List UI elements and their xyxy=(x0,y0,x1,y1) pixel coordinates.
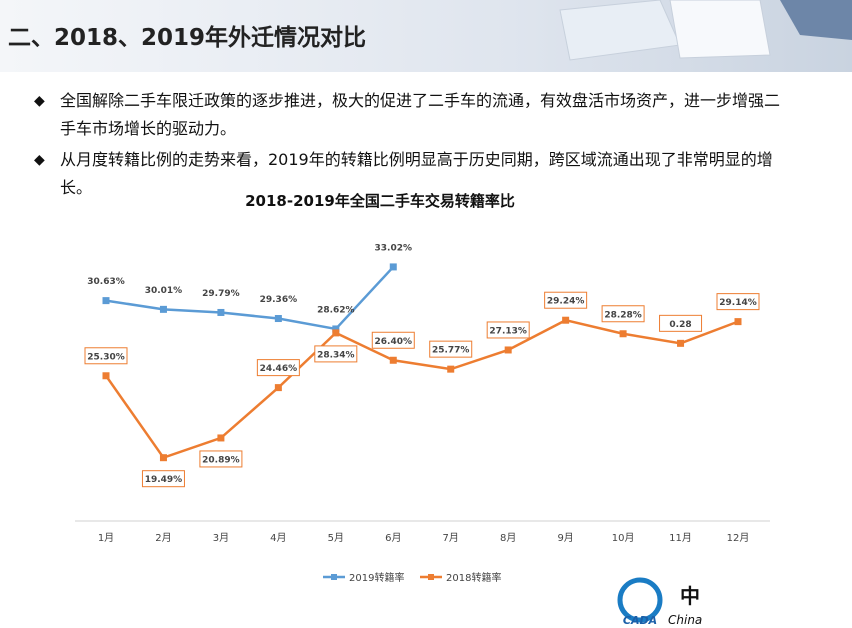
point xyxy=(102,372,110,380)
x-tick-label: 1月 xyxy=(98,532,114,544)
x-tick-label: 4月 xyxy=(270,532,286,544)
series-line xyxy=(105,266,395,331)
point xyxy=(562,316,570,324)
point xyxy=(447,365,455,373)
header-title: 二、2018、2019年外迁情况对比 xyxy=(8,25,367,51)
value-label: 25.77% xyxy=(432,346,470,356)
header: 二、2018、2019年外迁情况对比 xyxy=(0,0,852,72)
value-label-box xyxy=(371,331,415,349)
value-label-box xyxy=(84,347,128,365)
header-art xyxy=(559,0,852,61)
point xyxy=(389,263,397,271)
logo: CADA 中 China xyxy=(617,577,702,627)
legend-marker xyxy=(331,574,337,580)
point xyxy=(274,315,282,323)
legend-label: 2019转籍率 xyxy=(349,571,404,584)
value-label: 20.89% xyxy=(202,455,240,465)
bullet: 从月度转籍比例的走势来看，2019年的转籍比例明显高于历史同期，跨区域流通出现了… xyxy=(34,146,778,202)
x-tick-label: 3月 xyxy=(213,532,229,544)
logo-cn: 中 xyxy=(680,584,700,608)
value-label-box xyxy=(659,314,703,332)
x-tick-label: 10月 xyxy=(612,532,635,544)
x-tick-label: 11月 xyxy=(669,532,692,544)
point xyxy=(102,297,110,305)
series-line xyxy=(104,318,739,460)
value-label: 30.01% xyxy=(145,286,183,296)
point xyxy=(217,308,225,316)
value-label: 0.28 xyxy=(669,320,691,330)
point xyxy=(159,454,167,462)
point xyxy=(159,305,167,313)
value-label: 28.62% xyxy=(317,305,355,315)
value-label-box xyxy=(256,359,300,377)
value-label-box xyxy=(544,291,588,309)
value-label: 25.30% xyxy=(87,352,125,362)
point xyxy=(504,346,512,354)
chart-title: 2018-2019年全国二手车交易转籍率比 xyxy=(245,192,515,210)
value-label-box xyxy=(716,293,760,311)
point xyxy=(217,434,225,442)
point xyxy=(619,330,627,338)
point xyxy=(389,356,397,364)
value-label: 28.28% xyxy=(604,310,642,320)
value-label: 30.63% xyxy=(87,277,125,287)
value-label: 29.24% xyxy=(547,297,585,307)
x-tick-label: 5月 xyxy=(328,532,344,544)
point xyxy=(734,318,742,326)
x-tick-label: 12月 xyxy=(727,532,750,544)
value-label: 29.14% xyxy=(719,298,757,308)
logo-ring xyxy=(617,577,663,623)
x-tick-label: 8月 xyxy=(500,532,516,544)
legend-marker xyxy=(428,574,434,580)
point xyxy=(274,384,282,392)
value-label: 24.46% xyxy=(260,364,298,374)
point xyxy=(332,325,340,333)
value-label: 29.79% xyxy=(202,289,240,299)
point xyxy=(332,329,340,337)
x-tick-label: 6月 xyxy=(385,532,401,544)
value-label: 19.49% xyxy=(145,475,183,485)
x-tick-label: 9月 xyxy=(557,532,573,544)
x-tick-label: 7月 xyxy=(443,532,459,544)
value-label-box xyxy=(601,305,645,323)
value-label-box xyxy=(314,345,358,363)
x-tick-label: 2月 xyxy=(155,532,171,544)
logo-mark: CADA xyxy=(623,614,657,627)
logo-en: China xyxy=(668,613,702,627)
value-label-box xyxy=(141,470,185,488)
value-label: 33.02% xyxy=(375,243,413,253)
value-label: 27.13% xyxy=(489,326,527,336)
value-label: 28.34% xyxy=(317,350,355,360)
value-label: 29.36% xyxy=(260,295,298,305)
value-label-box xyxy=(429,340,473,358)
bullet: 全国解除二手车限迁政策的逐步推进，极大的促进了二手车的流通，有效盘活市场资产，进… xyxy=(34,87,790,143)
value-label-box xyxy=(486,321,530,339)
point xyxy=(677,339,685,347)
value-label: 26.40% xyxy=(375,337,413,347)
legend-label: 2018转籍率 xyxy=(446,571,501,584)
value-label-box xyxy=(199,450,243,468)
